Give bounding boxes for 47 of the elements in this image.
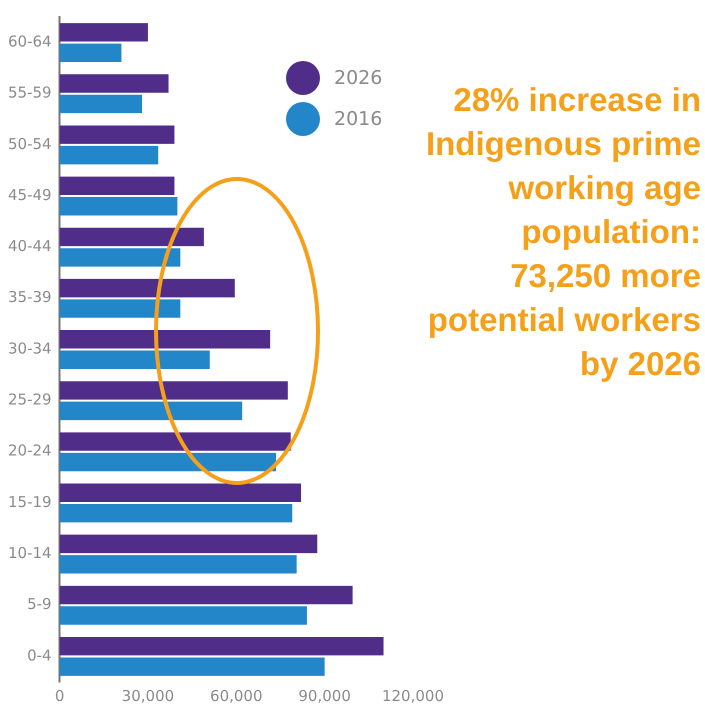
x-tick-label: 90,000: [298, 686, 351, 705]
bar: [60, 228, 204, 246]
bar: [60, 74, 169, 93]
bar: [60, 125, 174, 144]
bar: [60, 278, 235, 298]
y-tick-label: 45-49: [8, 186, 52, 204]
y-tick-label: 0-4: [27, 646, 52, 664]
bar: [60, 432, 291, 451]
bar: [60, 402, 242, 420]
y-tick-label: 55-59: [8, 84, 52, 102]
y-tick-label: 15-19: [8, 492, 52, 511]
text: 28% increase in Indigenous prime working age population: 73,250 more potential workers by 2026: [424, 80, 701, 384]
y-tick-label: 25-29: [8, 390, 52, 409]
legend-label: 2026: [334, 66, 382, 88]
bar: [60, 330, 270, 348]
y-tick-label: 10-14: [8, 544, 52, 562]
bar: [60, 586, 353, 604]
bar: [60, 606, 307, 625]
bar: [60, 484, 302, 502]
x-tick-label: 30,000: [122, 686, 174, 705]
x-tick-label: 120,000: [382, 686, 444, 705]
bar: [60, 534, 318, 554]
bar: [60, 381, 288, 400]
x-tick-label: 60,000: [210, 686, 263, 705]
x-tick-label: 0: [54, 686, 64, 705]
bar: [60, 657, 325, 676]
y-tick-label: 35-39: [8, 288, 52, 306]
y-tick-label: 30-34: [8, 339, 52, 358]
bar: [60, 636, 384, 656]
legend-label: 2016: [334, 108, 382, 130]
bar: [60, 23, 148, 42]
bar: [60, 176, 174, 196]
bar: [60, 350, 210, 369]
y-tick-label: 40-44: [8, 237, 52, 256]
bar: [60, 452, 276, 472]
bar: [60, 146, 158, 164]
bar: [60, 94, 142, 114]
y-tick-label: 20-24: [8, 442, 52, 460]
y-tick-label: 50-54: [8, 134, 52, 153]
bar: [60, 44, 122, 62]
bar: [60, 504, 292, 522]
bar: [60, 299, 180, 318]
bar: [60, 555, 297, 574]
y-tick-label: 60-64: [8, 32, 52, 50]
y-tick-label: 5-9: [27, 595, 52, 614]
bar: [60, 197, 178, 216]
bar: [60, 248, 180, 267]
